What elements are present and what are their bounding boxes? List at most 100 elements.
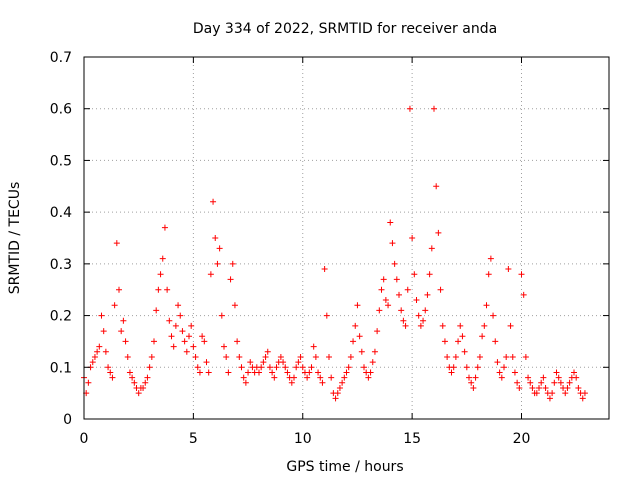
data-point — [343, 369, 350, 376]
data-point — [151, 338, 157, 345]
data-point — [498, 374, 505, 381]
data-point — [345, 364, 352, 371]
data-point — [536, 384, 542, 391]
data-point — [433, 183, 440, 190]
x-tick-label: 15 — [403, 431, 421, 447]
data-point — [441, 338, 448, 345]
data-point — [269, 369, 276, 376]
data-point — [354, 302, 361, 309]
data-point — [380, 276, 387, 283]
y-tick-label: 0.5 — [50, 153, 72, 169]
data-point — [505, 266, 512, 273]
data-point — [334, 390, 341, 397]
data-point — [282, 364, 289, 371]
data-point — [199, 333, 206, 340]
x-tick-label: 0 — [80, 431, 89, 447]
data-point — [140, 384, 147, 391]
data-point — [205, 369, 212, 376]
data-point — [518, 271, 525, 278]
data-point — [245, 369, 252, 376]
data-point — [507, 322, 514, 329]
data-point — [417, 322, 424, 329]
data-point — [207, 271, 214, 278]
data-point — [494, 359, 501, 366]
data-point — [406, 105, 413, 112]
data-point — [382, 297, 389, 304]
data-point — [175, 302, 182, 309]
data-point — [411, 271, 418, 278]
data-point — [367, 369, 374, 376]
data-point — [431, 105, 437, 112]
data-point — [448, 369, 455, 376]
data-point — [105, 364, 112, 371]
data-point — [319, 379, 326, 386]
data-point — [332, 395, 339, 402]
data-point — [400, 317, 407, 324]
x-axis-label: GPS time / hours — [286, 459, 403, 475]
data-point — [553, 369, 560, 376]
data-point — [361, 364, 367, 371]
data-point — [455, 338, 462, 345]
data-point — [413, 297, 420, 304]
data-point — [376, 307, 383, 314]
data-point — [223, 353, 230, 360]
data-point — [555, 374, 562, 381]
data-point — [378, 286, 385, 293]
data-point — [503, 353, 510, 360]
data-point — [247, 359, 254, 366]
data-point — [321, 266, 328, 273]
data-point — [549, 390, 556, 397]
data-point — [396, 291, 402, 298]
data-point — [161, 224, 168, 231]
data-point — [336, 384, 343, 391]
data-point — [538, 379, 545, 386]
data-point — [124, 353, 131, 360]
data-point — [479, 333, 486, 340]
data-point — [91, 353, 98, 360]
x-tick-label: 5 — [189, 431, 198, 447]
data-point — [564, 384, 571, 391]
data-point — [188, 322, 195, 329]
data-point — [288, 379, 295, 386]
data-point — [402, 322, 409, 329]
data-point — [533, 390, 540, 397]
data-point — [485, 271, 492, 278]
data-point — [260, 359, 267, 366]
y-axis-label: SRMTID / TECUs — [7, 182, 23, 295]
data-point — [308, 364, 315, 371]
y-tick-label: 0.2 — [50, 309, 72, 325]
axis-ticks — [83, 56, 609, 420]
data-point — [514, 379, 521, 386]
data-point — [157, 271, 164, 278]
data-point — [428, 245, 435, 252]
data-point — [172, 322, 179, 329]
data-point — [540, 374, 547, 381]
data-point — [148, 353, 155, 360]
data-point — [450, 364, 457, 371]
data-point — [214, 260, 221, 267]
data-point — [566, 379, 573, 386]
data-point — [291, 374, 297, 381]
data-point — [234, 338, 241, 345]
data-point — [481, 322, 488, 329]
data-point — [527, 379, 534, 386]
data-point — [129, 374, 136, 381]
data-point — [210, 198, 217, 205]
data-point — [387, 219, 394, 226]
y-tick-label: 0.6 — [50, 102, 72, 118]
data-point — [100, 328, 107, 335]
data-point — [509, 353, 516, 360]
data-point — [315, 369, 322, 376]
data-point — [166, 317, 173, 324]
data-point — [126, 369, 133, 376]
data-point — [487, 255, 494, 262]
data-point — [579, 395, 586, 402]
data-point — [352, 322, 359, 329]
data-point — [190, 343, 197, 350]
data-point — [347, 353, 354, 360]
data-point — [516, 384, 523, 391]
data-point — [186, 333, 192, 340]
data-point — [297, 353, 304, 360]
data-point — [439, 322, 446, 329]
